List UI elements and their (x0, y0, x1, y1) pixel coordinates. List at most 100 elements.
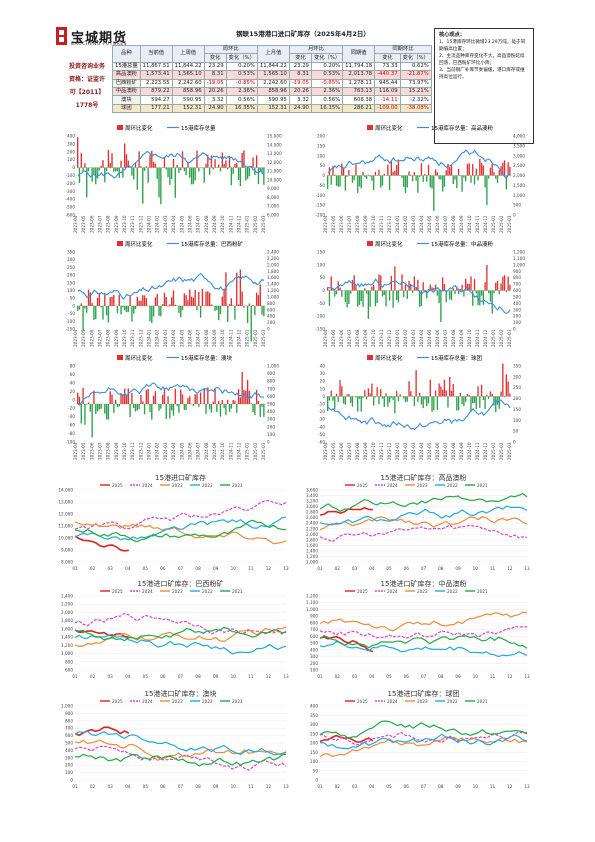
y-tick-label: 400 (67, 134, 75, 139)
table-row: 澳块 594.27 590.95 3.32 0.56% 590.95 3.32 0.56% 60… (112, 95, 432, 105)
table-cell: -109.00 (374, 103, 401, 114)
bar (470, 175, 472, 183)
bar (152, 305, 155, 317)
x-tick-label: 01 (72, 784, 78, 789)
x-tick-label: 2024-07 (443, 215, 448, 233)
bar (392, 396, 394, 400)
bar (84, 163, 86, 168)
y-tick-label: 100 (65, 770, 73, 775)
x-tick-label: 2024-09 (459, 442, 464, 460)
table-cell: 1,565.10 (256, 70, 290, 80)
bar (232, 400, 234, 404)
bar (404, 175, 407, 193)
x-tick-label: 10 (473, 784, 479, 789)
bar (394, 170, 396, 176)
y-tick-label: 0 (322, 288, 325, 293)
legend-label: 周环比变化 (125, 354, 153, 362)
bar (171, 297, 173, 306)
table-cell: 177.21 (139, 103, 173, 114)
bar (105, 305, 108, 316)
y-tick-label: 8,000 (61, 560, 73, 565)
x-tick-label: 11 (490, 566, 496, 571)
y-tick-label: 2,000 (306, 532, 318, 537)
bar (330, 175, 332, 185)
bar (111, 394, 113, 404)
y-tick-label: -10 (318, 402, 325, 407)
bar (431, 287, 433, 291)
bar (390, 160, 393, 176)
legend-label: 周环比变化 (375, 124, 403, 132)
core-view-box: 核心观点： 1、15港库存环比微增23.29万吨，处于同期偏高位置； 2、主流品… (434, 28, 534, 144)
y2-tick-label: 600 (513, 288, 521, 293)
season-chart-total: 15港进口矿库存 2025 2024 2023 2022 2021 14,000 13,000… (55, 472, 292, 574)
bar (124, 143, 126, 168)
x-tick-label: 2023-09 (363, 329, 368, 347)
bar (369, 393, 371, 397)
bar (161, 395, 164, 404)
bar (390, 275, 393, 291)
y-tick-label: -100 (65, 440, 75, 445)
x-tick-label: 2025-03 (261, 442, 266, 460)
table-cell: 2,242.60 (171, 78, 205, 88)
bar (107, 305, 110, 323)
table-row: 高品澳粉 1,573.41 1,565.10 8.31 0.53% 1,565.10 8.3… (112, 70, 432, 80)
bar (360, 396, 362, 412)
legend-label: 2022 (447, 699, 458, 704)
x-tick-label: 2023-10 (122, 442, 127, 460)
x-tick-label: 2023-08 (355, 442, 360, 460)
bar (408, 280, 410, 291)
y-tick-label: 50 (320, 275, 326, 280)
bar (178, 167, 180, 173)
y-tick-label: -500 (65, 205, 75, 210)
bar (176, 404, 178, 406)
x-tick-label: 2024-08 (204, 329, 209, 347)
bar (263, 404, 265, 417)
bar (502, 276, 504, 291)
chart-title: 15港进口矿库存：澳块 (145, 689, 217, 698)
y2-tick-label: 600 (267, 307, 275, 312)
y-tick-label: -30 (318, 417, 325, 422)
bar (250, 403, 252, 404)
bar (192, 167, 195, 185)
bar (232, 305, 234, 306)
x-tick-label: 2024-07 (196, 329, 201, 347)
x-tick-label: 2023-09 (363, 215, 368, 233)
bar (367, 174, 370, 176)
x-tick-label: 2023-12 (387, 442, 392, 460)
season-line-2025 (74, 629, 129, 638)
table-cell: 858.96 (171, 86, 205, 97)
bar (172, 290, 175, 306)
table-header: 变化（%） (225, 53, 258, 63)
x-tick-label: 2023-12 (138, 215, 143, 233)
bar (120, 393, 122, 404)
y-tick-label: -200 (315, 213, 325, 218)
y-tick-label: 14,000 (58, 488, 73, 493)
bar (351, 175, 354, 183)
bar (180, 305, 182, 318)
bar (104, 294, 106, 306)
bar (376, 290, 378, 303)
x-tick-label: 10 (473, 674, 479, 679)
bar (152, 395, 155, 404)
bar (420, 396, 423, 405)
bar (259, 404, 261, 417)
bar-chart-svg: 周环比变化 15港库存总量 400 300 200 100 0 -100 -200 -300 -40… (65, 124, 282, 233)
bar (145, 298, 148, 306)
bar-chart-brazil-fines: 周环比变化 15港库存总量：巴西粉矿 350 300 250 200 150 100 50 0 -5… (55, 238, 287, 351)
chart-title: 15港进口矿库存 (155, 473, 206, 482)
bar (82, 387, 84, 404)
y-tick-label: 2,600 (306, 515, 318, 520)
legend-swatch-bar (367, 355, 373, 360)
y-tick-label: 1,200 (306, 594, 318, 599)
x-tick-label: 03 (352, 784, 358, 789)
legend-label: 2021 (232, 589, 243, 594)
y-tick-label: 20 (320, 379, 326, 384)
bar (365, 175, 368, 179)
bar (124, 388, 126, 404)
y2-tick-label: 2,200 (267, 256, 279, 261)
bar (339, 175, 341, 187)
bar (426, 396, 428, 407)
bar (348, 170, 350, 176)
bar (427, 164, 430, 176)
bar (362, 396, 364, 398)
